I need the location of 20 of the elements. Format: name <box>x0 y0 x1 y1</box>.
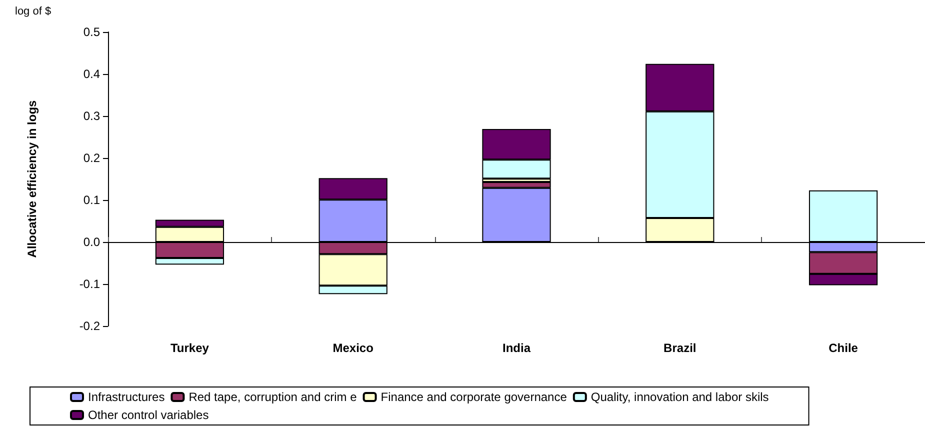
x-tick-label: Chile <box>828 341 858 355</box>
x-tick-label: India <box>502 341 531 355</box>
y-tick-label: 0.3 <box>83 109 100 123</box>
y-tick-label: 0.2 <box>83 151 100 165</box>
x-tick-label: Mexico <box>332 341 374 355</box>
x-tick-label: Turkey <box>170 341 210 355</box>
y-axis-title: Allocative efficiency in logs <box>25 100 39 258</box>
legend-label: Red tape, corruption and crim e <box>188 390 358 404</box>
y-tick-label: 0.0 <box>83 235 100 249</box>
legend-label: Finance and corporate governance <box>380 390 568 404</box>
y-tick-label: 0.1 <box>83 193 100 207</box>
y-tick-label: -0.2 <box>79 319 100 333</box>
y-tick-label: 0.5 <box>83 25 100 39</box>
legend-label: Quality, innovation and labor skils <box>590 390 769 404</box>
x-tick-label: Brazil <box>664 341 696 355</box>
y-tick-label: -0.1 <box>79 277 100 291</box>
y-tick-label: 0.4 <box>83 67 100 81</box>
text: log of $ <box>15 6 52 18</box>
legend-label: Infrastructures <box>88 390 165 404</box>
legend-label: Other control variables <box>88 408 209 422</box>
